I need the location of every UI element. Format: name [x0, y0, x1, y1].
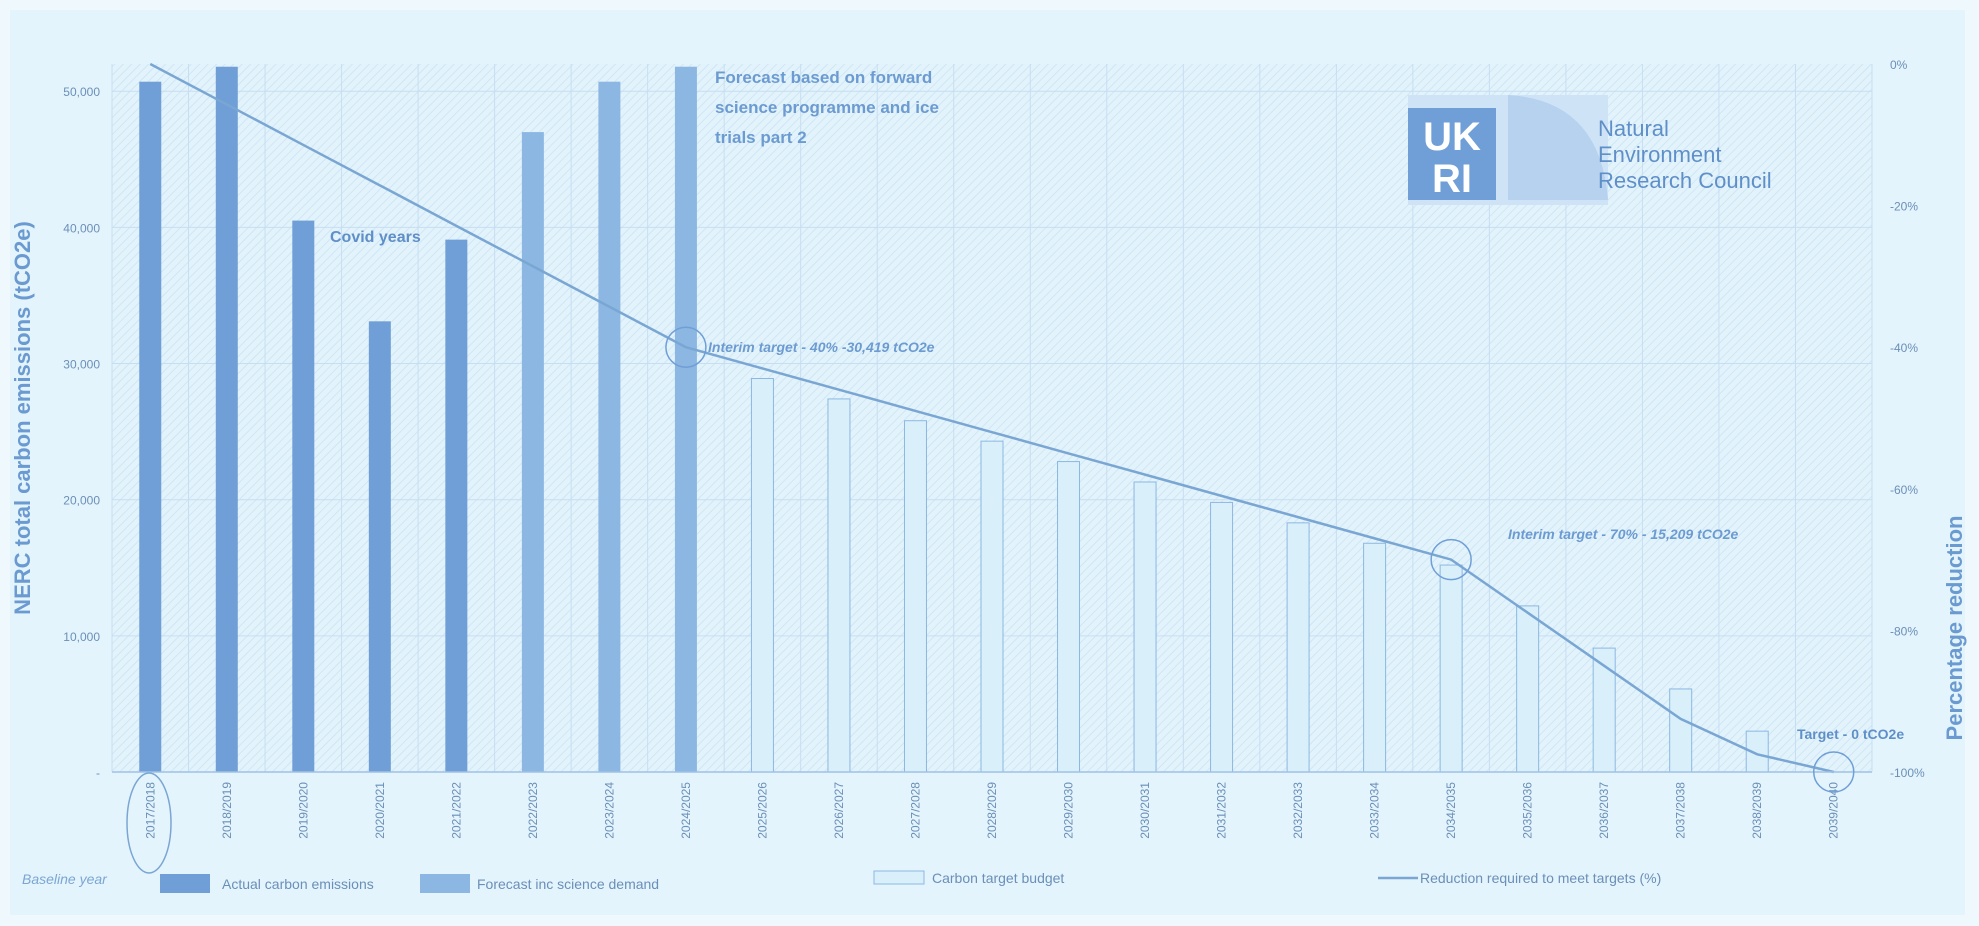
bar-2028-2029	[980, 440, 1004, 773]
target-circle	[1812, 751, 1855, 793]
bar-2023-2024	[598, 81, 621, 772]
x-tick-label: 2030/2031	[1138, 782, 1152, 839]
x-tick-label: 2037/2038	[1674, 782, 1688, 839]
y2-tick-label: -40%	[1890, 341, 1918, 355]
ukri-mark-line1: UK	[1423, 115, 1481, 159]
y2-tick-label: -100%	[1890, 766, 1925, 780]
legend-label-line: Reduction required to meet targets (%)	[1420, 870, 1661, 886]
legend: Actual carbon emissions Forecast inc sci…	[160, 870, 1661, 893]
legend-label-forecast: Forecast inc science demand	[477, 876, 659, 892]
legend-swatch-budget	[873, 870, 925, 885]
x-tick-label: 2039/2040	[1827, 782, 1841, 839]
bar-2029-2030	[1057, 461, 1081, 773]
x-tick-label: 2036/2037	[1597, 782, 1611, 839]
x-tick-label: 2038/2039	[1750, 782, 1764, 839]
logo-text-line3: Research Council	[1598, 168, 1772, 193]
ukri-mark-line2: RI	[1432, 157, 1472, 201]
x-tick-label: 2024/2025	[679, 782, 693, 839]
x-tick-label: 2025/2026	[755, 782, 769, 839]
y2-tick-label: -60%	[1890, 483, 1918, 497]
x-tick-label: 2017/2018	[143, 782, 157, 839]
reduction-line-layer	[149, 62, 1835, 774]
y2-tick-label: -20%	[1890, 200, 1918, 214]
y-tick-label: -	[96, 766, 100, 780]
x-tick-label: 2028/2029	[985, 782, 999, 839]
x-tick-label: 2022/2023	[526, 782, 540, 839]
bar-2032-2033	[1286, 522, 1310, 773]
target-annotation: Target - 0 tCO2e	[1797, 726, 1904, 742]
y-tick-label: 20,000	[63, 494, 100, 508]
x-tick-label: 2031/2032	[1215, 782, 1229, 839]
x-tick-label: 2026/2027	[832, 782, 846, 839]
bar-2034-2035	[1439, 564, 1463, 773]
y2-tick-label: 0%	[1890, 58, 1908, 72]
bar-2031-2032	[1210, 501, 1234, 773]
bar-2024-2025	[674, 66, 697, 772]
x-tick-label: 2032/2033	[1291, 782, 1305, 839]
legend-label-actual: Actual carbon emissions	[222, 876, 374, 892]
forecast-annotation-line1: Forecast based on forward	[715, 68, 932, 87]
y-tick-label: 10,000	[63, 630, 100, 644]
y-axis-label: NERC total carbon emissions (tCO2e)	[10, 221, 35, 615]
bar-2025-2026	[750, 378, 774, 773]
axes: - 10,000 20,000 30,000 40,000 50,000 0% -20% -40…	[63, 58, 1925, 839]
x-tick-label: 2027/2028	[908, 782, 922, 839]
baseline-annotation: Baseline year	[22, 871, 108, 887]
x-tick-label: 2018/2019	[220, 782, 234, 839]
interim-70-annotation: Interim target - 70% - 15,209 tCO2e	[1508, 526, 1739, 542]
covid-annotation: Covid years	[330, 229, 421, 246]
forecast-annotation-line3: trials part 2	[715, 128, 807, 147]
x-tick-label: 2033/2034	[1368, 782, 1382, 839]
bar-2026-2027	[827, 398, 851, 773]
interim-40-annotation: Interim target - 40% -30,419 tCO2e	[708, 339, 935, 355]
ukri-mark	[1408, 108, 1496, 200]
x-tick-label: 2034/2035	[1444, 782, 1458, 839]
gridlines	[111, 64, 1873, 773]
forecast-annotation-line2: science programme and ice	[715, 98, 939, 117]
bar-2017-2018	[139, 81, 162, 772]
y-tick-label: 30,000	[63, 358, 100, 372]
bar-2020-2021	[368, 321, 391, 772]
legend-swatch-actual	[160, 874, 210, 893]
bar-2022-2023	[521, 132, 544, 773]
y-tick-label: 40,000	[63, 221, 100, 235]
x-tick-label: 2029/2030	[1062, 782, 1076, 839]
interim-70-circle	[1430, 538, 1472, 581]
bar-2033-2034	[1363, 542, 1387, 773]
interim-40-circle	[665, 326, 707, 368]
logo-text-line1: Natural	[1598, 116, 1669, 141]
baseline-circle	[126, 772, 172, 874]
y2-axis-label: Percentage reduction	[1942, 516, 1967, 741]
x-tick-label: 2023/2024	[602, 782, 616, 839]
bar-2027-2028	[903, 420, 927, 773]
y2-tick-label: -80%	[1890, 624, 1918, 638]
logo-swoosh	[1508, 95, 1608, 200]
bar-2037-2038	[1669, 688, 1693, 773]
bars	[139, 66, 1769, 773]
logo-text-line2: Environment	[1598, 142, 1722, 167]
bar-2018-2019	[215, 66, 238, 772]
bar-2035-2036	[1516, 605, 1540, 773]
x-tick-label: 2020/2021	[373, 782, 387, 839]
y-tick-label: 50,000	[63, 85, 100, 99]
bar-2019-2020	[292, 220, 315, 773]
reduction-line	[149, 62, 1835, 774]
x-tick-label: 2019/2020	[296, 782, 310, 839]
bar-2021-2022	[445, 239, 468, 773]
legend-swatch-forecast	[420, 874, 470, 893]
x-tick-label: 2021/2022	[449, 782, 463, 839]
nerc-logo: UK RI Natural Environment Research Counc…	[1408, 95, 1772, 205]
x-tick-label: 2035/2036	[1521, 782, 1535, 839]
legend-label-budget: Carbon target budget	[932, 870, 1064, 886]
bar-2030-2031	[1133, 481, 1157, 773]
